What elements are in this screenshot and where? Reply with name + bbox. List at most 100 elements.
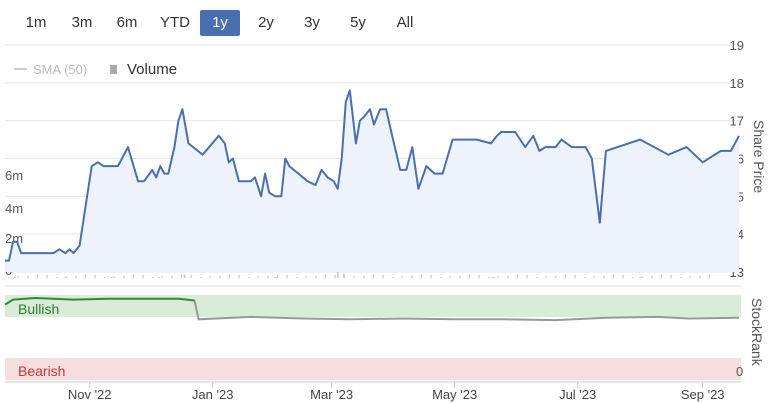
volume-bar-minor <box>555 275 557 278</box>
volume-bar-minor <box>574 274 576 278</box>
volume-bar-minor <box>171 275 173 278</box>
bearish-band <box>5 358 741 380</box>
volume-bar-minor <box>190 274 192 278</box>
sma-legend-label: SMA (50) <box>33 62 87 77</box>
stockrank-axis-title: StockRank <box>749 298 765 367</box>
range-button-ytd[interactable]: YTD <box>160 14 190 31</box>
volume-bar-minor <box>200 277 202 278</box>
volume-bar <box>157 277 160 278</box>
volume-bar-minor <box>507 275 509 278</box>
range-button-6m[interactable]: 6m <box>116 14 138 31</box>
price-area <box>5 90 739 273</box>
volume-bar-minor <box>84 275 87 278</box>
volume-bar-minor <box>449 276 451 278</box>
volume-bar-minor <box>708 275 711 278</box>
volume-bar-minor <box>420 275 423 278</box>
volume-axis-label: 6m <box>5 168 23 183</box>
volume-bar-minor <box>46 274 48 278</box>
volume-legend-swatch <box>110 65 117 74</box>
volume-bar-minor <box>516 275 519 278</box>
volume-bar-minor <box>142 274 144 278</box>
volume-bar <box>274 277 277 278</box>
volume-bar-minor <box>353 276 355 278</box>
volume-bar-minor <box>228 275 231 278</box>
volume-bar-minor <box>276 275 279 278</box>
volume-bar <box>342 273 345 278</box>
volume-bar-minor <box>699 275 701 278</box>
volume-bar-minor <box>622 274 624 278</box>
volume-bar <box>183 274 186 278</box>
volume-bar-minor <box>632 277 634 278</box>
volume-bar-minor <box>382 274 384 278</box>
volume-bar-minor <box>670 274 672 278</box>
x-tick-label: Mar '23 <box>310 387 353 402</box>
volume-bar-minor <box>612 275 615 278</box>
price-axis-title: Share Price <box>751 120 767 193</box>
volume-bar-minor <box>440 277 442 278</box>
volume-bar-minor <box>180 275 183 278</box>
volume-bar-minor <box>56 277 58 278</box>
volume-bar-minor <box>305 276 307 278</box>
volume-bar-minor <box>17 276 19 278</box>
volume-axis-label: 4m <box>5 201 23 216</box>
volume-bar <box>554 277 557 278</box>
volume-bar-minor <box>8 277 10 278</box>
x-tick-label: Nov '22 <box>68 387 112 402</box>
volume-bar-minor <box>488 277 490 278</box>
stockrank-tick-label: 0 <box>736 364 743 379</box>
volume-bar-minor <box>132 275 135 278</box>
y-tick-label: 17 <box>730 114 744 129</box>
volume-bar-minor <box>104 277 106 278</box>
x-tick-label: Sep '23 <box>681 387 725 402</box>
bearish-label: Bearish <box>18 363 65 379</box>
y-tick-label: 18 <box>730 76 744 91</box>
range-button-3m[interactable]: 3m <box>71 14 93 31</box>
volume-bar-minor <box>593 276 595 278</box>
volume-legend-label: Volume <box>127 61 177 78</box>
stockrank-line <box>193 300 740 322</box>
volume-bar-minor <box>334 274 336 278</box>
range-button-1m[interactable]: 1m <box>25 14 47 31</box>
volume-bar-minor <box>152 277 154 278</box>
volume-bar-minor <box>113 276 115 278</box>
volume-bar-minor <box>315 275 317 278</box>
volume-bar-minor <box>411 275 413 278</box>
volume-bar-minor <box>584 277 586 278</box>
volume-bar-minor <box>660 275 663 278</box>
volume-bar-minor <box>641 276 643 278</box>
volume-bar-minor <box>372 275 375 278</box>
volume-bar-minor <box>526 274 528 278</box>
stockrank-bullish-line <box>4 296 195 306</box>
volume-bar-minor <box>324 275 327 278</box>
volume-bar <box>492 277 494 278</box>
volume-bar-minor <box>478 274 480 278</box>
range-button-3y[interactable]: 3y <box>304 14 320 31</box>
volume-bar-minor <box>401 276 403 278</box>
volume-bar-minor <box>430 274 432 278</box>
volume-bar-minor <box>459 275 461 278</box>
range-button-1y[interactable]: 1y <box>200 10 240 36</box>
volume-bar <box>64 276 67 278</box>
x-tick-label: May '23 <box>432 387 477 402</box>
volume-bar <box>411 277 414 278</box>
volume-bar-minor <box>75 275 77 278</box>
volume-bar-minor <box>94 274 96 278</box>
volume-bar-minor <box>219 275 221 278</box>
volume-bar-minor <box>536 277 538 278</box>
volume-bar <box>111 277 113 278</box>
volume-bar-minor <box>651 275 653 278</box>
bullish-label: Bullish <box>18 301 59 317</box>
range-button-all[interactable]: All <box>396 14 414 31</box>
volume-bar-minor <box>36 275 39 278</box>
volume-bar-minor <box>468 275 471 278</box>
volume-bar-minor <box>363 275 365 278</box>
volume-axis-label: 2m <box>5 231 23 246</box>
volume-bar <box>639 277 642 278</box>
range-button-2y[interactable]: 2y <box>258 14 274 31</box>
volume-bar <box>14 277 17 278</box>
range-selector: 1m 3m 6m YTD 1y 2y 3y 5y All <box>0 8 460 38</box>
volume-bar-minor <box>248 277 250 278</box>
volume-bar-minor <box>123 275 125 278</box>
range-button-5y[interactable]: 5y <box>350 14 366 31</box>
